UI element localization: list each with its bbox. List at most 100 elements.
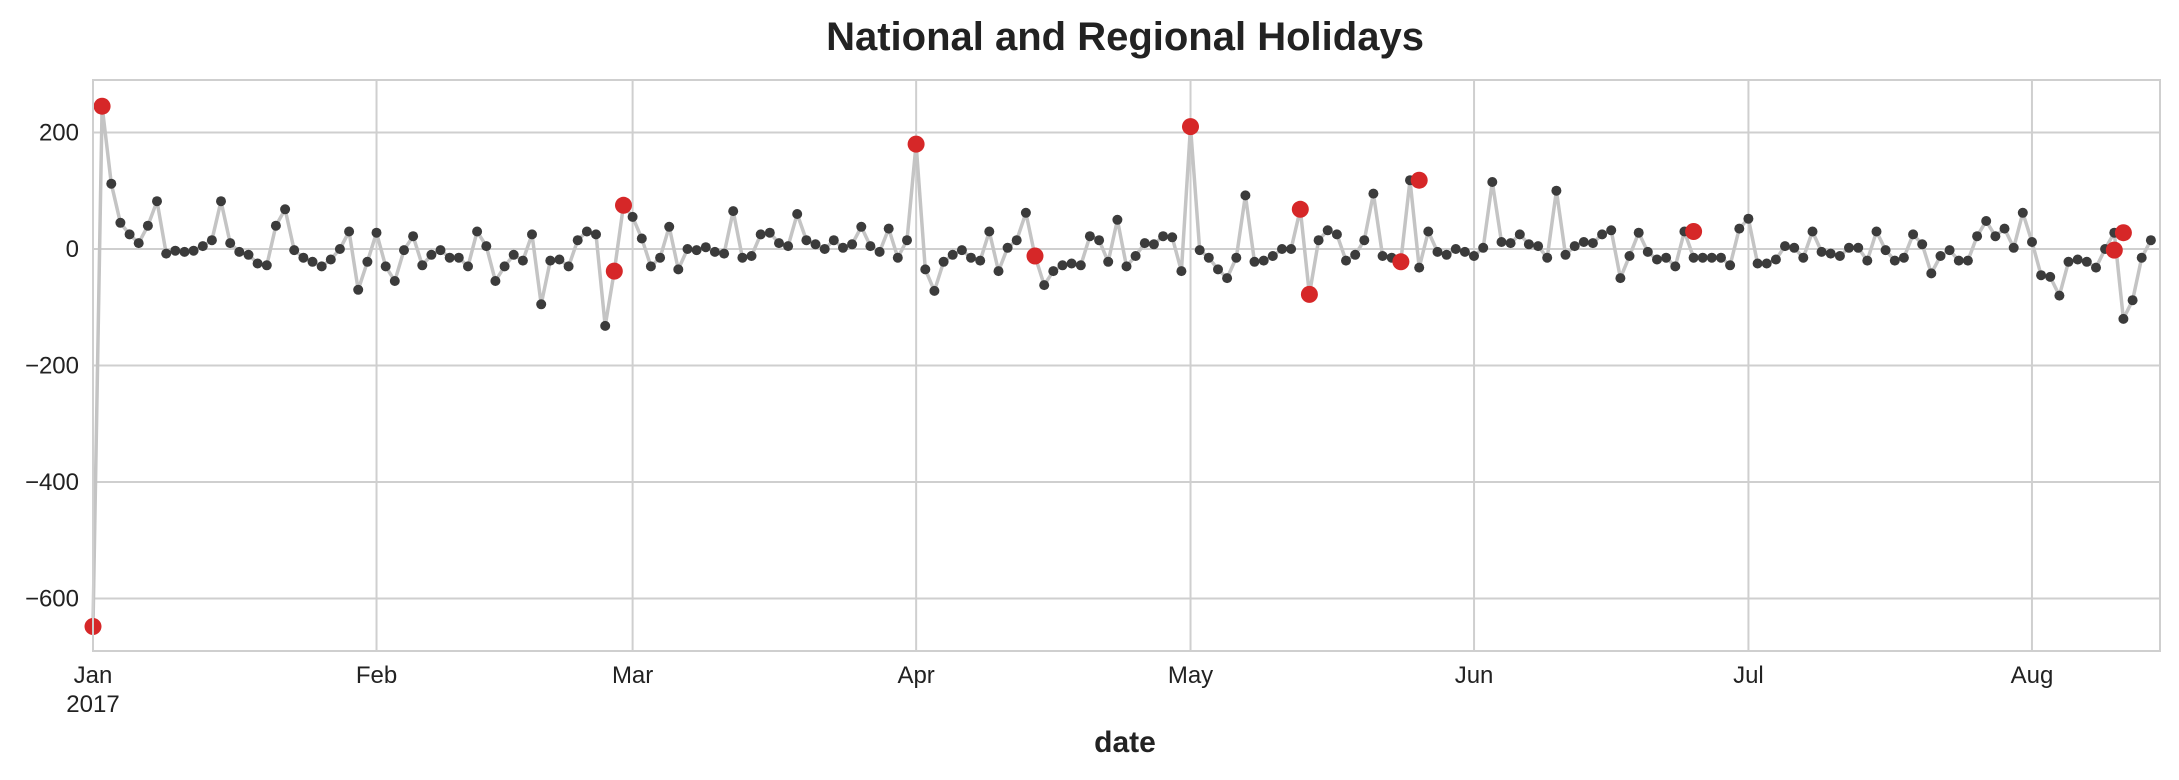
data-point bbox=[444, 252, 455, 263]
data-point bbox=[1139, 238, 1150, 249]
holiday-point bbox=[2105, 241, 2123, 259]
data-point bbox=[1359, 235, 1370, 246]
holiday-point bbox=[1182, 118, 1199, 136]
data-point bbox=[490, 276, 501, 286]
data-point bbox=[1780, 241, 1790, 252]
data-point bbox=[902, 235, 912, 246]
data-point bbox=[874, 246, 885, 257]
data-point bbox=[499, 261, 510, 272]
x-axis-label: date bbox=[1094, 726, 1156, 759]
data-point bbox=[124, 229, 135, 240]
x-tick-label: Feb bbox=[356, 662, 397, 689]
data-point bbox=[161, 248, 172, 259]
data-point bbox=[1441, 249, 1452, 260]
data-point bbox=[984, 226, 995, 237]
data-point bbox=[389, 276, 400, 286]
data-point bbox=[1688, 252, 1699, 263]
data-point bbox=[1039, 280, 1050, 291]
data-point bbox=[1176, 266, 1187, 277]
data-point bbox=[938, 256, 949, 267]
data-point bbox=[828, 235, 839, 246]
data-point bbox=[746, 251, 757, 261]
data-point bbox=[316, 261, 327, 272]
data-point bbox=[1597, 229, 1608, 240]
data-point bbox=[1002, 242, 1013, 253]
data-point bbox=[1871, 226, 1882, 237]
data-point bbox=[115, 217, 126, 228]
data-point bbox=[1514, 229, 1525, 240]
data-point bbox=[1990, 231, 2001, 242]
data-point bbox=[728, 206, 739, 217]
data-point bbox=[1194, 245, 1205, 256]
data-point bbox=[133, 238, 144, 249]
data-point bbox=[591, 229, 601, 240]
x-tick-label: Jan bbox=[74, 662, 113, 689]
data-point bbox=[993, 266, 1004, 277]
data-point bbox=[170, 245, 181, 256]
data-point bbox=[655, 252, 666, 263]
data-point bbox=[435, 245, 446, 256]
data-point bbox=[380, 261, 391, 272]
data-point bbox=[371, 227, 382, 238]
data-point bbox=[1706, 252, 1717, 263]
data-point bbox=[1633, 227, 1644, 238]
data-point bbox=[600, 320, 611, 331]
data-point bbox=[883, 223, 894, 234]
data-point bbox=[764, 227, 775, 238]
data-point bbox=[1889, 255, 1900, 266]
data-point bbox=[2045, 271, 2056, 282]
data-point bbox=[1807, 226, 1818, 237]
data-point bbox=[1834, 251, 1845, 261]
data-point bbox=[2063, 256, 2074, 267]
grid-lines bbox=[92, 80, 2160, 651]
data-point bbox=[1551, 185, 1562, 196]
data-point bbox=[1277, 244, 1287, 254]
data-point bbox=[353, 284, 364, 295]
data-point bbox=[152, 196, 162, 207]
x-tick-label: Jun bbox=[1455, 662, 1494, 689]
data-point bbox=[472, 226, 483, 237]
data-point bbox=[563, 261, 574, 272]
data-point bbox=[645, 261, 656, 272]
data-point bbox=[1981, 216, 1992, 226]
data-point bbox=[1423, 226, 1434, 237]
data-point bbox=[307, 256, 318, 267]
data-point bbox=[206, 235, 217, 246]
data-point bbox=[527, 229, 537, 240]
data-point bbox=[1313, 235, 1324, 246]
data-point bbox=[1167, 232, 1178, 243]
data-point bbox=[1716, 252, 1726, 263]
data-point bbox=[2081, 256, 2092, 267]
holiday-point bbox=[2114, 224, 2132, 242]
data-point bbox=[1459, 246, 1470, 257]
data-point bbox=[270, 220, 281, 231]
data-point bbox=[2036, 270, 2047, 281]
data-point bbox=[1066, 258, 1077, 269]
data-point bbox=[1084, 231, 1095, 242]
data-point bbox=[838, 242, 848, 253]
series-path bbox=[91, 104, 2153, 627]
data-point bbox=[216, 196, 226, 207]
data-point bbox=[225, 238, 236, 249]
data-point bbox=[280, 204, 291, 215]
data-point bbox=[929, 285, 940, 296]
data-point bbox=[2072, 254, 2083, 265]
data-point bbox=[2136, 252, 2147, 263]
data-point bbox=[1642, 246, 1653, 257]
x-tick-label: Apr bbox=[897, 662, 934, 689]
data-point bbox=[1341, 255, 1351, 266]
holiday-point bbox=[1300, 285, 1318, 303]
data-point bbox=[792, 209, 803, 219]
data-point bbox=[2054, 290, 2065, 301]
chart-title: National and Regional Holidays bbox=[826, 15, 1424, 59]
data-point bbox=[1148, 239, 1159, 250]
data-point bbox=[2017, 207, 2028, 218]
data-point bbox=[1844, 242, 1854, 253]
plot-frame bbox=[92, 79, 2161, 652]
data-point bbox=[1569, 241, 1580, 252]
data-point bbox=[2118, 313, 2129, 324]
data-point bbox=[508, 249, 519, 260]
data-point bbox=[691, 245, 702, 256]
data-point bbox=[1377, 251, 1388, 261]
y-tick-label: 0 bbox=[66, 236, 79, 263]
